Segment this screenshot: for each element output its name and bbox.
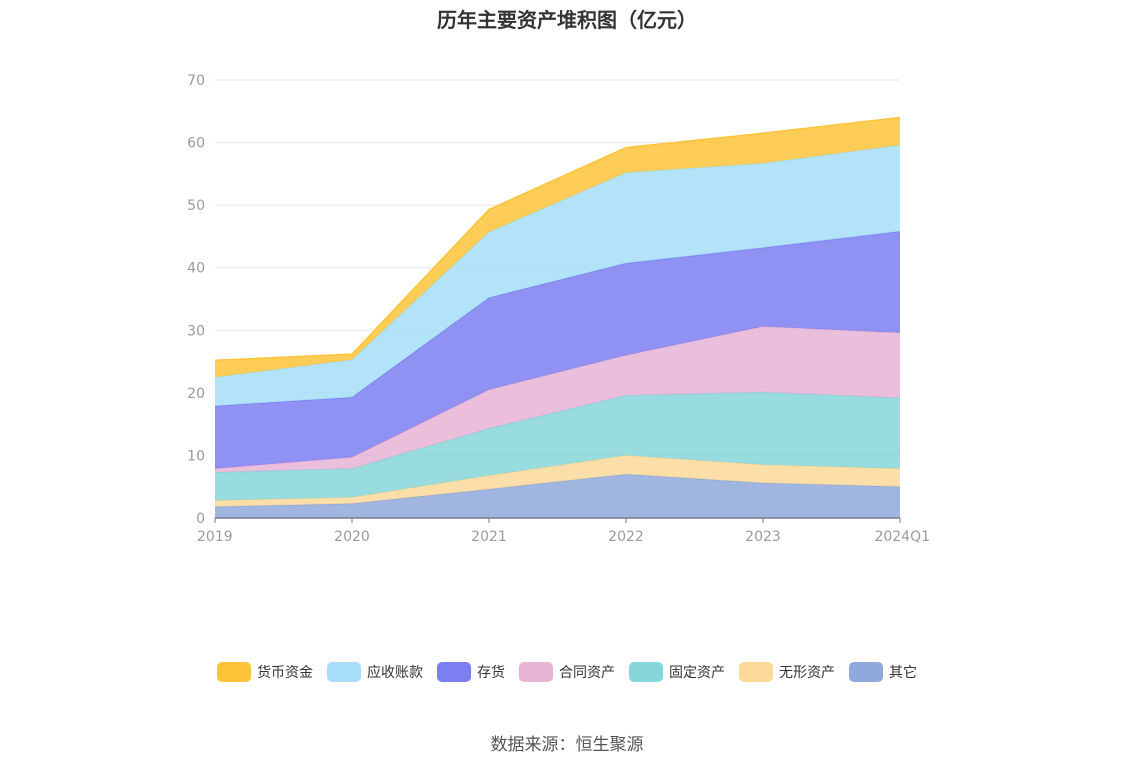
y-tick-label: 20: [187, 386, 205, 402]
legend-label: 应收账款: [367, 665, 423, 681]
area-series-6[interactable]: [215, 145, 900, 406]
x-tick-label: 2023: [745, 529, 781, 545]
x-tick-label: 2024Q1: [874, 529, 930, 545]
legend-swatch: [327, 662, 361, 682]
chart-title: 历年主要资产堆积图（亿元）: [437, 8, 697, 32]
y-tick-label: 40: [187, 261, 205, 277]
source-note: 数据来源：恒生聚源: [490, 735, 644, 755]
legend-label: 存货: [477, 665, 505, 681]
area-series-4[interactable]: [215, 326, 900, 473]
legend: 货币资金 应收账款 存货 合同资产 固定资产 无形资产 其它: [0, 662, 1134, 682]
legend-item[interactable]: 其它: [849, 662, 917, 682]
y-tick-label: 50: [187, 198, 205, 214]
axes: 0 10 20 30 40 50 60 70 2019 2020 2021 2022 2023 2024Q…: [187, 73, 930, 545]
legend-item[interactable]: 存货: [437, 662, 505, 682]
legend-swatch: [849, 662, 883, 682]
legend-label: 合同资产: [559, 665, 615, 681]
x-tick-label: 2021: [471, 529, 507, 545]
area-series-1[interactable]: [215, 474, 900, 518]
y-tick-label: 30: [187, 323, 205, 339]
legend-swatch: [437, 662, 471, 682]
legend-item[interactable]: 合同资产: [519, 662, 615, 682]
x-tick-label: 2022: [608, 529, 644, 545]
area-series-edge-7: [214, 116, 901, 362]
legend-label: 无形资产: [779, 665, 835, 681]
y-tick-label: 60: [187, 136, 205, 152]
legend-label: 固定资产: [669, 665, 725, 681]
stacked-area-chart: 0 10 20 30 40 50 60 70 2019 2020 2021 2022 2023 2024Q…: [187, 73, 930, 545]
y-tick-label: 70: [187, 73, 205, 89]
area-series-group: [214, 116, 901, 518]
area-series-7[interactable]: [215, 117, 900, 378]
legend-swatch: [519, 662, 553, 682]
x-tick-label: 2019: [197, 529, 233, 545]
area-series-2[interactable]: [215, 455, 900, 507]
y-tick-label: 0: [196, 511, 205, 527]
legend-swatch: [739, 662, 773, 682]
y-tick-label: 10: [187, 448, 205, 464]
legend-item[interactable]: 货币资金: [217, 662, 313, 682]
legend-label: 其它: [889, 665, 917, 681]
legend-label: 货币资金: [257, 665, 313, 681]
legend-item[interactable]: 应收账款: [327, 662, 423, 682]
legend-swatch: [629, 662, 663, 682]
x-tick-label: 2020: [334, 529, 370, 545]
legend-item[interactable]: 无形资产: [739, 662, 835, 682]
legend-item[interactable]: 固定资产: [629, 662, 725, 682]
area-series-5[interactable]: [215, 231, 900, 469]
legend-swatch: [217, 662, 251, 682]
area-series-3[interactable]: [215, 392, 900, 501]
